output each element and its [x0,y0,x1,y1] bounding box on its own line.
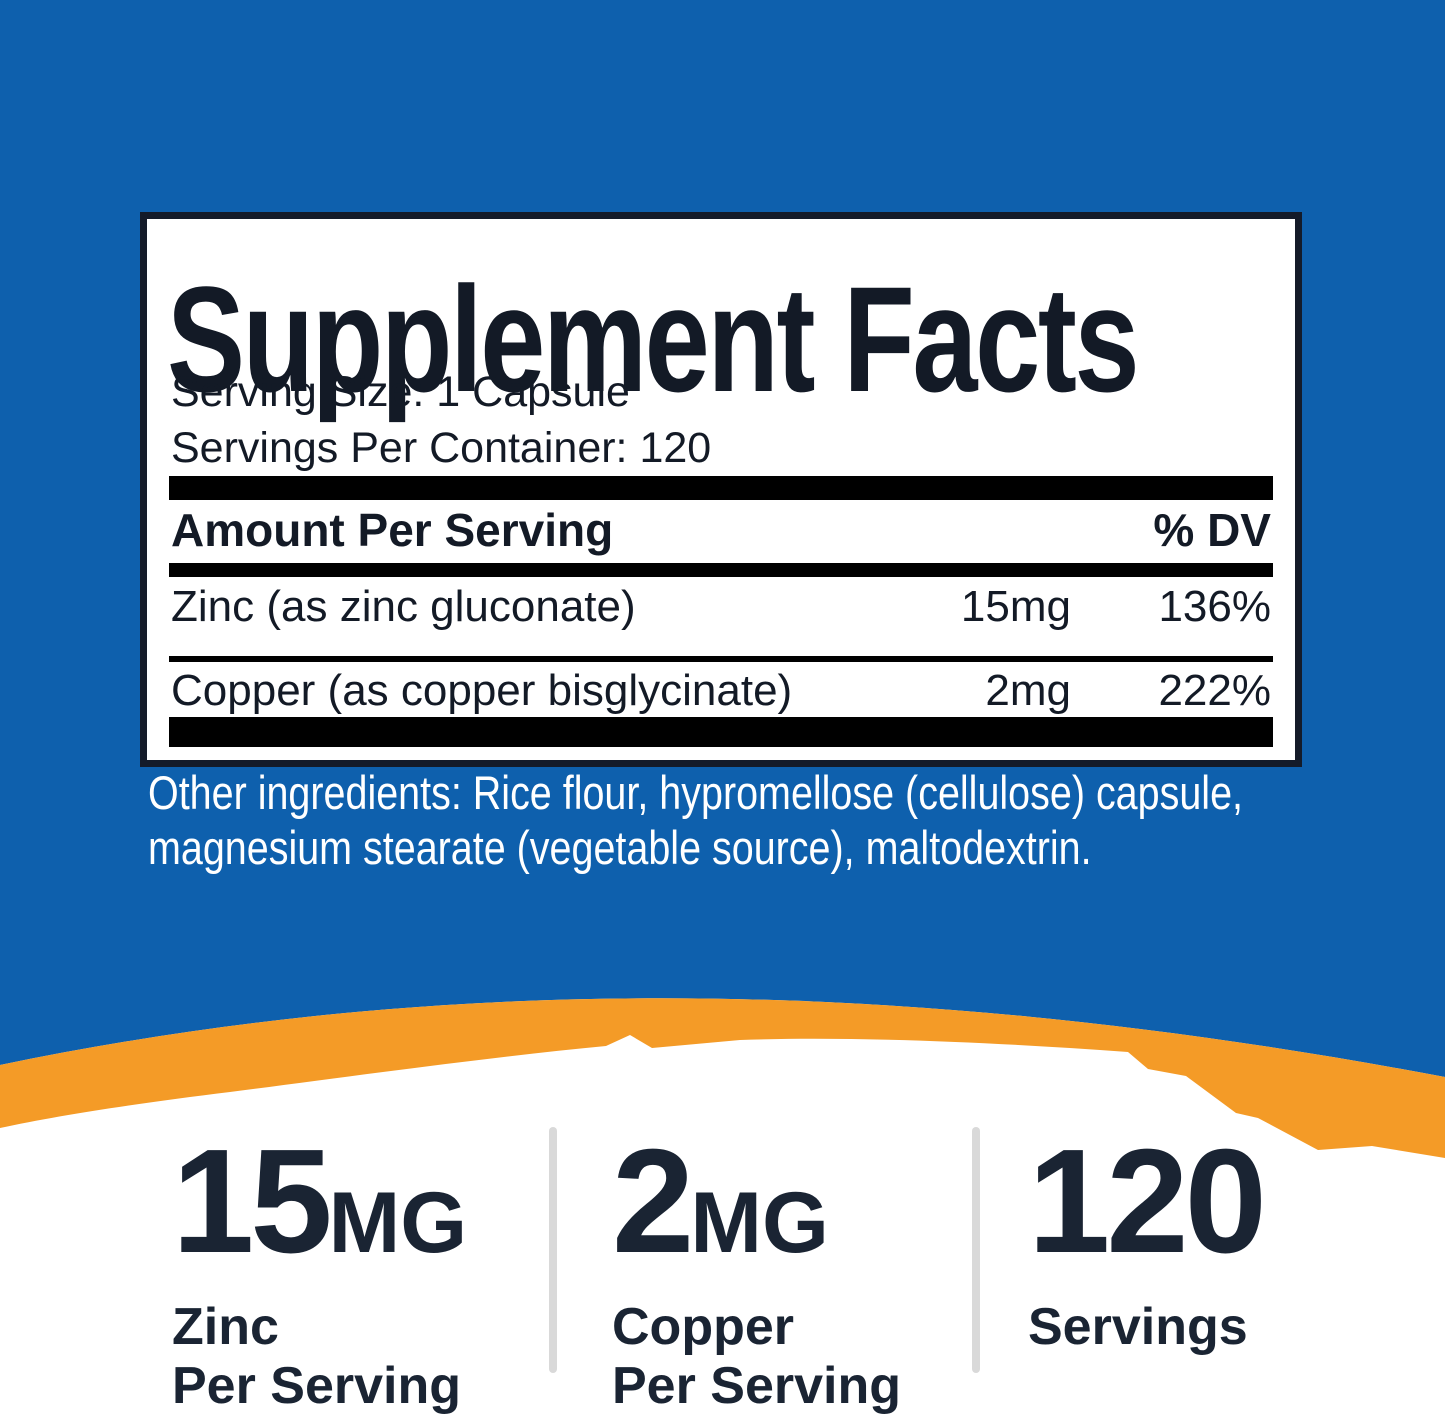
divider-bar-thin [169,656,1273,662]
stat-zinc-label: Zinc Per Serving [172,1298,467,1416]
other-ingredients-text: Other ingredients: Rice flour, hypromell… [148,766,1341,876]
nutrient-dv: 222% [1158,666,1271,715]
stats-divider-1 [549,1127,557,1373]
nutrient-dv: 136% [1158,582,1271,631]
stat-servings-label-line1: Servings [1028,1298,1248,1356]
stat-zinc-unit: MG [328,1175,468,1271]
nutrient-amount: 15mg [960,582,1071,631]
stats-divider-2 [972,1127,980,1373]
stat-servings-label: Servings [1028,1298,1263,1357]
bottom-stats-section: 15MG Zinc Per Serving 2MG Copper Per Ser… [172,1127,1267,1415]
stat-copper-unit: MG [690,1175,829,1271]
nutrient-name: Copper (as copper bisglycinate) [171,666,793,715]
servings-per-container-line: Servings Per Container: 120 [171,424,712,472]
orange-brush-band [0,998,1445,1158]
stat-copper-label-line2: Per Serving [612,1356,902,1415]
supplement-facts-panel: Supplement Facts Serving Size: 1 Capsule… [140,212,1302,767]
divider-bar-thick-bottom [169,717,1273,747]
stat-copper-label: Copper Per Serving [612,1298,901,1416]
panel-title: Supplement Facts [167,255,1140,423]
amount-per-serving-header: Amount Per Serving [171,504,614,556]
serving-size-line: Serving Size: 1 Capsule [171,368,630,416]
table-row: Copper (as copper bisglycinate) 2mg 222% [171,669,1271,713]
nutrient-amount: 2mg [985,666,1071,715]
stat-zinc-value: 15 [172,1119,333,1284]
nutrient-name: Zinc (as zinc gluconate) [171,582,636,631]
stat-servings: 120 Servings [1028,1128,1267,1357]
table-header-row: Amount Per Serving % DV [171,507,1271,553]
stat-zinc-label-line2: Per Serving [172,1356,462,1415]
stat-copper: 2MG Copper Per Serving [612,1128,901,1416]
percent-dv-header: % DV [1153,504,1271,556]
stat-copper-label-line1: Copper [612,1298,794,1356]
white-lower-area [0,998,1445,1382]
table-row: Zinc (as zinc gluconate) 15mg 136% [171,585,1271,629]
stat-zinc-amount: 15MG [172,1128,467,1276]
other-ingredients-line1: Other ingredients: Rice flour, hypromell… [148,766,1243,819]
stat-zinc: 15MG Zinc Per Serving [172,1128,467,1416]
stat-servings-amount: 120 [1028,1128,1267,1276]
stat-copper-value: 2 [612,1119,694,1284]
stat-copper-amount: 2MG [612,1128,901,1276]
divider-bar-thick-top [169,476,1273,500]
other-ingredients-line2: magnesium stearate (vegetable source), m… [148,820,1092,874]
stat-zinc-label-line1: Zinc [172,1298,279,1356]
orange-swoosh-graphic [0,998,1445,1382]
stat-servings-value: 120 [1028,1119,1267,1284]
divider-bar-medium [169,563,1273,577]
